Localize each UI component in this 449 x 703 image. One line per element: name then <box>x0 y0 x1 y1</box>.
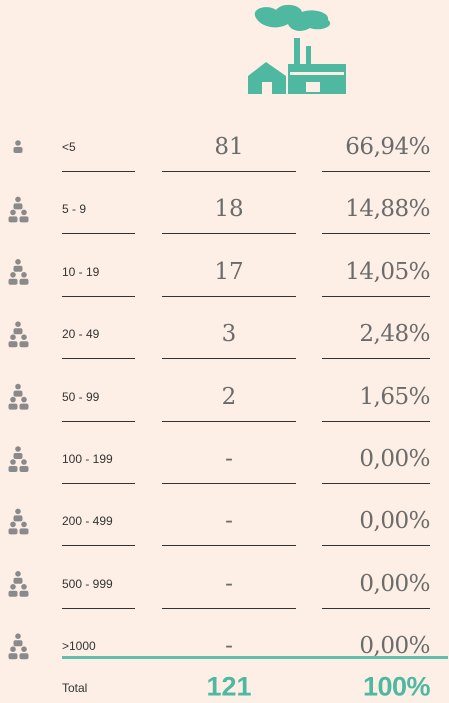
size-label: <5 <box>62 140 76 154</box>
size-label: 10 - 19 <box>62 264 100 279</box>
size-label: 100 - 199 <box>62 452 113 466</box>
row-divider <box>162 420 296 422</box>
row-divider <box>162 171 296 172</box>
count: 3 <box>221 321 237 348</box>
total-label: Total <box>62 681 88 695</box>
people-icon <box>8 633 29 660</box>
people-icon <box>8 321 29 348</box>
row-divider <box>62 295 135 297</box>
size-label: >1000 <box>62 639 96 654</box>
count: - <box>225 570 233 597</box>
count: - <box>225 508 233 535</box>
row-divider <box>162 295 296 297</box>
percentage: 0,00% <box>359 446 430 472</box>
percentage: 2,48% <box>359 321 430 348</box>
people-icon <box>8 196 29 223</box>
count: 2 <box>221 383 237 410</box>
row-divider <box>162 358 296 360</box>
percentage: 0,00% <box>359 633 430 660</box>
row-divider <box>62 171 135 172</box>
row-divider <box>322 233 430 235</box>
size-label: 50 - 99 <box>62 389 100 404</box>
row-divider <box>322 545 430 547</box>
people-icon <box>8 383 29 410</box>
percentage: 0,00% <box>359 570 430 597</box>
people-icon <box>13 140 23 153</box>
row-divider <box>322 607 430 609</box>
percentage: 14,05% <box>345 258 430 285</box>
row-divider <box>322 483 430 484</box>
row-divider <box>322 358 430 360</box>
row-divider <box>162 483 296 484</box>
percentage: 0,00% <box>359 508 430 535</box>
percentage: 66,94% <box>345 134 430 160</box>
size-label: 200 - 499 <box>62 514 113 529</box>
percentage: 14,88% <box>345 196 430 223</box>
people-icon <box>8 446 29 472</box>
row-divider <box>162 233 296 235</box>
row-divider <box>62 233 135 235</box>
row-divider <box>322 420 430 422</box>
row-divider <box>322 171 430 172</box>
count: - <box>225 633 233 660</box>
count: - <box>225 446 233 472</box>
row-divider <box>322 295 430 297</box>
row-divider <box>62 607 135 609</box>
row-divider <box>62 358 135 360</box>
row-divider <box>62 483 135 484</box>
row-divider <box>62 420 135 422</box>
size-label: 20 - 49 <box>62 327 100 342</box>
total-count: 121 <box>206 671 252 702</box>
factory-icon <box>248 4 346 94</box>
count: 81 <box>214 134 244 160</box>
count: 18 <box>214 196 244 223</box>
size-label: 500 - 999 <box>62 576 113 591</box>
total-divider <box>62 656 448 659</box>
row-divider <box>162 545 296 547</box>
row-divider <box>162 607 296 609</box>
count: 17 <box>214 258 244 285</box>
size-label: 5 - 9 <box>62 202 87 217</box>
row-divider <box>62 545 135 547</box>
people-icon <box>8 259 29 285</box>
total-percentage: 100% <box>362 671 431 702</box>
percentage: 1,65% <box>359 383 430 410</box>
people-icon <box>8 508 29 535</box>
people-icon <box>8 571 29 597</box>
